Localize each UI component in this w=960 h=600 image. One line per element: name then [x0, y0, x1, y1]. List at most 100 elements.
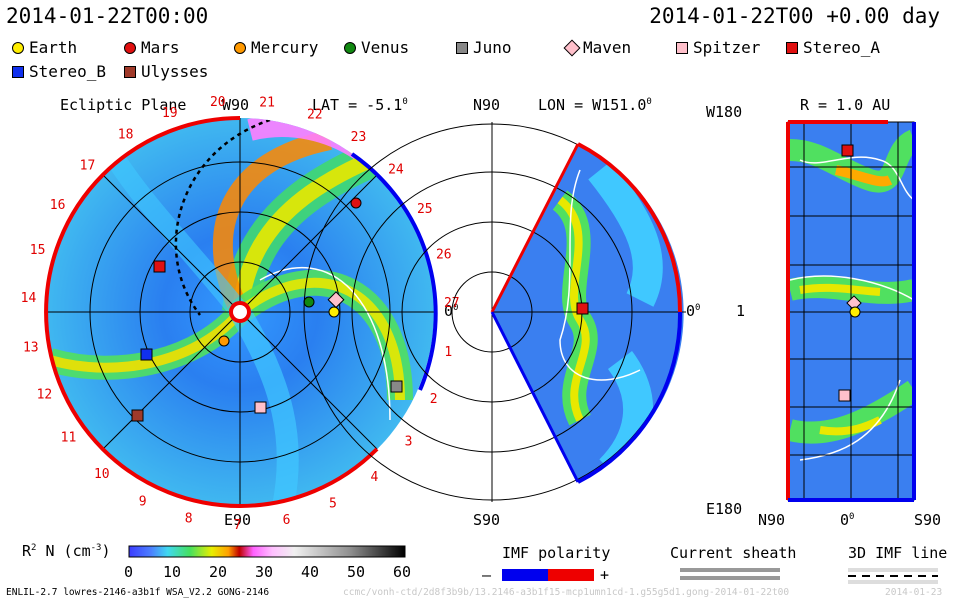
imf-polarity-bar — [502, 569, 594, 581]
imf-line-title: 3D IMF line — [848, 544, 948, 562]
ecliptic-top-label: W90 — [222, 96, 250, 114]
sector-label: 11 — [61, 431, 77, 446]
sector-label: 16 — [50, 198, 66, 213]
sector-label: 26 — [436, 248, 452, 263]
sector-label: 12 — [37, 388, 53, 403]
ecliptic-title: Ecliptic Plane — [60, 96, 187, 114]
map-bottom-mid-label: 00 — [840, 511, 855, 529]
density-colorbar — [128, 545, 406, 558]
legend-item-maven: Maven — [563, 38, 631, 57]
sector-label: 25 — [417, 202, 433, 217]
colorbar-label: R2 N (cm-3) — [22, 542, 111, 560]
map-left-top-label: W180 — [706, 103, 743, 121]
timestamp-left: 2014-01-22T00:00 — [6, 4, 209, 28]
legend-item-earth: Earth — [12, 38, 77, 57]
sector-label: 18 — [118, 128, 134, 143]
map-bottom-right-label: S90 — [914, 511, 942, 529]
imf-polarity-title: IMF polarity — [502, 544, 611, 562]
ecliptic-lat-label: LAT = -5.10 — [312, 96, 408, 114]
legend-item-juno: Juno — [456, 38, 512, 57]
legend-item-stereo-a: Stereo_A — [786, 38, 880, 57]
mercury-marker-icon — [218, 335, 230, 347]
map-left-bottom-label: E180 — [706, 500, 743, 518]
meridional-top-label: N90 — [473, 96, 501, 114]
venus-marker-icon — [303, 296, 315, 308]
ulysses-marker-icon — [124, 65, 136, 78]
earth-marker-icon — [849, 306, 861, 318]
map-bottom-left-label: N90 — [758, 511, 786, 529]
stereo-b-marker-icon — [12, 65, 24, 78]
earth-marker-icon — [328, 306, 340, 318]
colorbar-tick-0: 0 — [124, 563, 134, 581]
legend-item-stereo-b: Stereo_B — [12, 62, 106, 81]
earth-marker-icon — [12, 41, 24, 54]
current-sheath-swatch — [680, 568, 780, 580]
sector-label: 3 — [405, 435, 413, 450]
meridional-bottom-label: S90 — [473, 511, 501, 529]
sector-label: 7 — [234, 518, 242, 533]
map-left-mid-label: 1 — [736, 302, 746, 320]
imf-line-swatch — [848, 568, 938, 584]
legend-item-venus: Venus — [344, 38, 409, 57]
juno-marker-icon — [390, 380, 403, 393]
legend-item-spitzer: Spitzer — [676, 38, 760, 57]
ecliptic-bottom-label: E90 — [224, 511, 252, 529]
spitzer-marker-icon — [254, 401, 267, 414]
sector-label: 9 — [139, 494, 147, 509]
colorbar-tick-30: 30 — [255, 563, 274, 581]
sector-label: 4 — [370, 470, 378, 485]
colorbar-tick-60: 60 — [393, 563, 412, 581]
mars-marker-icon — [124, 41, 136, 54]
sector-label: 23 — [351, 130, 367, 145]
stereo-b-marker-icon — [140, 348, 153, 361]
colorbar-tick-50: 50 — [347, 563, 366, 581]
sector-label: 21 — [259, 96, 275, 111]
ecliptic-right-label: 00 — [444, 302, 459, 320]
juno-marker-icon — [456, 41, 468, 54]
sector-label: 5 — [329, 497, 337, 512]
stereo-a-marker-icon — [786, 41, 798, 54]
timestamp-right: 2014-01-22T00 +0.00 day — [649, 4, 940, 28]
stereo-a-marker-icon — [153, 260, 166, 273]
sector-label: 15 — [30, 243, 46, 258]
ecliptic-plane-panel — [44, 116, 438, 509]
sector-label: 14 — [21, 291, 37, 306]
legend-item-mercury: Mercury — [234, 38, 318, 57]
sector-label: 22 — [307, 108, 323, 123]
sector-label: 1 — [444, 345, 452, 360]
colorbar-tick-10: 10 — [163, 563, 182, 581]
maven-marker-icon — [846, 295, 862, 311]
meridional-panel — [303, 122, 686, 502]
footer-run: ccmc/vonh-ctd/2d8f3b9b/13.2146-a3b1f15-m… — [343, 587, 790, 598]
colorbar-tick-20: 20 — [209, 563, 228, 581]
spitzer-marker-icon — [676, 41, 688, 54]
stereo-a-marker-icon — [841, 144, 854, 157]
latlon-map-panel — [786, 120, 916, 502]
venus-marker-icon — [344, 41, 356, 54]
legend-item-ulysses: Ulysses — [124, 62, 208, 81]
mars-marker-icon — [350, 197, 362, 209]
sector-label: 6 — [283, 513, 291, 528]
current-sheath-title: Current sheath — [670, 544, 797, 562]
meridional-lon-label: LON = W151.00 — [538, 96, 652, 114]
stereo-a-marker-icon — [576, 302, 589, 315]
ulysses-marker-icon — [131, 409, 144, 422]
sector-label: 2 — [430, 392, 438, 407]
sector-label: 8 — [185, 512, 193, 527]
map-r-label: R = 1.0 AU — [800, 96, 891, 114]
sector-label: 17 — [80, 159, 96, 174]
imf-polarity-minus: – — [482, 566, 492, 584]
colorbar-tick-40: 40 — [301, 563, 320, 581]
spitzer-marker-icon — [838, 389, 851, 402]
sector-label: 20 — [210, 95, 226, 110]
legend-item-mars: Mars — [124, 38, 180, 57]
imf-polarity-plus: + — [600, 566, 610, 584]
sector-label: 24 — [388, 162, 404, 177]
sector-label: 13 — [23, 340, 39, 355]
sector-label: 10 — [94, 467, 110, 482]
meridional-right-label: 00 — [686, 302, 701, 320]
footer-date: 2014-01-23 — [885, 587, 943, 598]
sector-label: 27 — [444, 296, 460, 311]
sector-label: 19 — [162, 106, 178, 121]
